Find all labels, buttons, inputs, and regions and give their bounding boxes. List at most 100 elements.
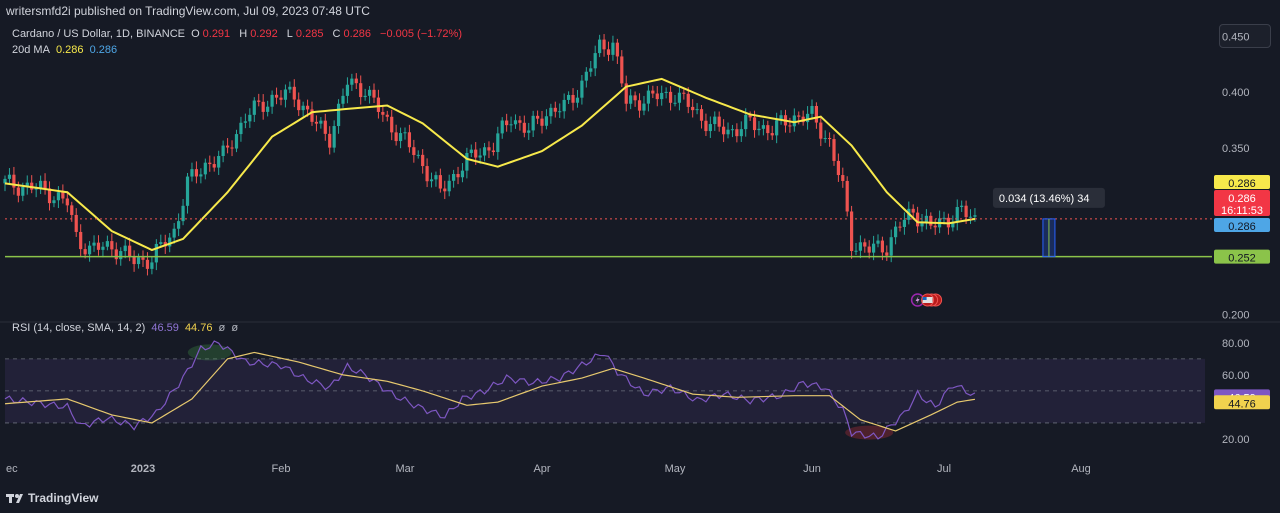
candle-body [968, 216, 973, 218]
candle-body [239, 122, 243, 135]
candle-body [105, 241, 109, 247]
candle-body [261, 101, 265, 112]
candle-body [677, 92, 682, 103]
candle-body [527, 130, 531, 133]
candle-body [522, 122, 526, 133]
measure-tool[interactable]: 0.034 (13.46%) 34 [992, 187, 1105, 258]
candle-body [190, 169, 194, 177]
candle-body [7, 174, 12, 179]
candle-body [381, 111, 385, 115]
candle-body [319, 120, 323, 124]
last-price-tag-text: 0.286 [1228, 193, 1256, 205]
candle-body [429, 179, 434, 182]
candle-body [199, 174, 203, 177]
candle-body [185, 176, 190, 206]
candle-body [314, 121, 319, 124]
candle-body [691, 106, 695, 111]
event-markers[interactable] [910, 293, 943, 307]
candle-body [518, 120, 522, 123]
time-tick-label: 2023 [131, 463, 155, 475]
candle-body [114, 249, 118, 260]
candle-body [79, 231, 83, 250]
price-axis[interactable]: 0.450 0.400 0.350 0.200 [1222, 32, 1250, 322]
candle-body [421, 154, 425, 167]
candle-body [726, 129, 730, 135]
candle-body [403, 132, 407, 134]
ma-label[interactable]: 20d MA [12, 44, 50, 56]
candle-body [363, 95, 367, 98]
candle-body [425, 166, 429, 182]
candle-body [845, 180, 849, 212]
candle-body [929, 215, 933, 226]
rsi-legend: RSI (14, close, SMA, 14, 2) 46.59 44.76 … [12, 322, 241, 334]
ma-price-tag-2 [1214, 218, 1270, 232]
candle-body [686, 93, 690, 107]
candle-body [234, 134, 239, 149]
tradingview-logo-icon [6, 494, 23, 503]
symbol-label[interactable]: Cardano / US Dollar, 1D, BINANCE [12, 28, 186, 40]
candle-body [412, 147, 416, 156]
candle-body [274, 94, 279, 98]
brand-name: TradingView [28, 491, 99, 505]
candle-body [540, 118, 544, 126]
candle-body [270, 94, 274, 107]
candle-body [194, 169, 199, 177]
candle-body [757, 128, 761, 131]
candle-body [642, 103, 646, 111]
ma-line [4, 77, 976, 252]
candle-body [172, 228, 176, 238]
candle-body [589, 68, 593, 72]
candle-body [973, 215, 977, 217]
candle-body [341, 95, 345, 104]
candle-body [682, 92, 686, 94]
candle-body [863, 242, 867, 247]
candle-body [558, 111, 562, 113]
candle-body [56, 192, 61, 201]
candle-body [34, 188, 38, 190]
ma-legend: 20d MA 0.286 0.286 [12, 44, 120, 56]
candle-body [571, 94, 575, 103]
close-label: C 0.286 [332, 28, 371, 40]
candle-body [456, 174, 460, 178]
candle-body [52, 200, 56, 204]
candle-body [243, 121, 247, 123]
price-tick-label: 0.350 [1222, 143, 1250, 155]
candle-body [509, 124, 513, 126]
chart-settings-button[interactable] [1219, 24, 1271, 48]
candle-body [407, 132, 412, 148]
brand-logo[interactable]: TradingView [6, 491, 98, 505]
candle-body [21, 186, 25, 196]
rsi-label[interactable]: RSI (14, close, SMA, 14, 2) [12, 322, 146, 334]
us-flag-canton [922, 297, 927, 300]
candle-body [876, 240, 880, 244]
publisher-line: writersmfd2i published on TradingView.co… [6, 4, 370, 18]
time-tick-label: ec [6, 463, 18, 475]
time-tick-label: Aug [1071, 463, 1091, 475]
candle-body [964, 205, 968, 218]
candle-body [323, 120, 327, 134]
time-axis[interactable]: ec 2023 Feb Mar Apr May Jun Jul Aug [6, 463, 1091, 475]
rsi-axis[interactable]: 80.00 60.00 20.00 [1222, 338, 1250, 446]
rsi-sma-line [4, 351, 976, 432]
candle-body [447, 180, 451, 192]
candle-body [722, 126, 726, 135]
rsi-tick-label: 60.00 [1222, 370, 1250, 382]
candle-body [920, 221, 924, 227]
candle-body [902, 219, 906, 227]
ma-price-tag-text: 0.286 [1228, 178, 1256, 190]
candle-body [704, 120, 708, 132]
price-tick-label: 0.200 [1222, 309, 1250, 321]
candle-body [398, 133, 403, 142]
price-tick-label: 0.400 [1222, 87, 1250, 99]
rsi-legend-extra-1: ø [218, 322, 226, 334]
candle-body [531, 115, 535, 131]
candle-body [92, 242, 96, 246]
candle-body [598, 39, 602, 54]
candle-body [297, 99, 301, 111]
candle-body [606, 49, 611, 55]
candle-body [101, 246, 105, 250]
candle-body [841, 175, 845, 181]
candles [3, 34, 977, 276]
measure-label: 0.034 (13.46%) 34 [999, 193, 1090, 205]
